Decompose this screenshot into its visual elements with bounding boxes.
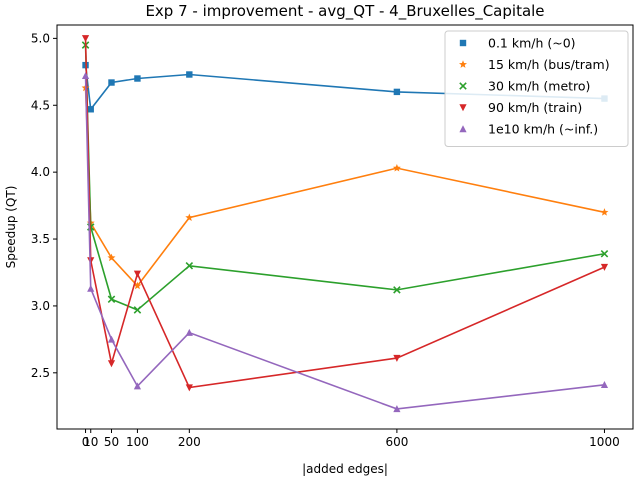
legend-marker [459, 82, 467, 90]
data-point [133, 270, 142, 278]
data-point [133, 281, 142, 290]
data-point [600, 263, 609, 271]
data-point [107, 295, 116, 304]
x-tick-label: 100 [126, 435, 149, 449]
plot-frame [56, 24, 634, 430]
legend-marker [459, 125, 467, 133]
legend-label: 90 km/h (train) [488, 100, 582, 115]
x-tick-label: 50 [104, 435, 119, 449]
data-point [81, 72, 90, 80]
data-point [393, 286, 401, 294]
data-point [87, 106, 94, 113]
data-point [87, 284, 95, 292]
x-axis: 010 50 100 200 600 1000 [82, 429, 620, 449]
y-tick-label: 3.0 [31, 299, 50, 313]
plot-area [81, 35, 609, 413]
data-point [185, 328, 193, 336]
data-point [393, 405, 401, 413]
data-point [133, 306, 142, 314]
legend-label: 30 km/h (metro) [488, 79, 590, 94]
data-point [393, 88, 401, 96]
x-axis-label: |added edges| [302, 462, 388, 476]
legend-box [444, 30, 629, 147]
legend-item: 0.1 km/h (~0) [459, 36, 576, 51]
legend-item: 30 km/h (metro) [459, 79, 590, 94]
data-point [185, 384, 193, 392]
y-tick-label: 2.5 [31, 366, 50, 380]
x-tick-label: 1000 [589, 435, 620, 449]
legend-label: 1e10 km/h (~inf.) [488, 122, 598, 137]
x-tick-label: 10 [83, 435, 98, 449]
data-point [392, 163, 401, 172]
x-tick-label: 0 [82, 435, 90, 449]
series-5 [81, 72, 609, 413]
y-axis-label: Speedup (QT) [4, 186, 18, 269]
y-tick-label: 4.5 [31, 98, 50, 112]
data-point [600, 208, 609, 216]
data-point [393, 354, 401, 362]
data-point [186, 71, 193, 78]
data-point [133, 382, 142, 390]
data-point [107, 360, 116, 368]
y-tick-label: 5.0 [31, 31, 50, 45]
legend-item: 90 km/h (train) [459, 100, 582, 115]
x-tick-label: 200 [178, 435, 201, 449]
legend-label: 15 km/h (bus/tram) [488, 57, 610, 72]
data-point [107, 253, 116, 262]
data-point [107, 335, 116, 343]
y-axis: 2.5 3.0 3.5 4.0 4.5 5.0 [31, 31, 57, 380]
data-point [108, 79, 115, 86]
data-point [185, 262, 194, 270]
legend: 0.1 km/h (~0) 15 km/h (bus/tram) 30 km/h (… [444, 30, 629, 147]
x-tick-label: 600 [385, 435, 408, 449]
legend-item: 1e10 km/h (~inf.) [459, 122, 598, 137]
y-tick-label: 3.5 [31, 232, 50, 246]
data-point [600, 381, 609, 389]
y-tick-label: 4.0 [31, 165, 50, 179]
data-point [185, 213, 194, 222]
chart-title: Exp 7 - improvement - avg_QT - 4_Bruxell… [145, 2, 544, 21]
legend-item: 15 km/h (bus/tram) [459, 57, 610, 72]
legend-marker [459, 39, 467, 47]
data-point [600, 249, 609, 258]
legend-label: 0.1 km/h (~0) [488, 36, 576, 51]
legend-marker [459, 60, 467, 68]
data-point [134, 75, 141, 82]
data-point [81, 35, 90, 43]
legend-marker [459, 104, 467, 112]
